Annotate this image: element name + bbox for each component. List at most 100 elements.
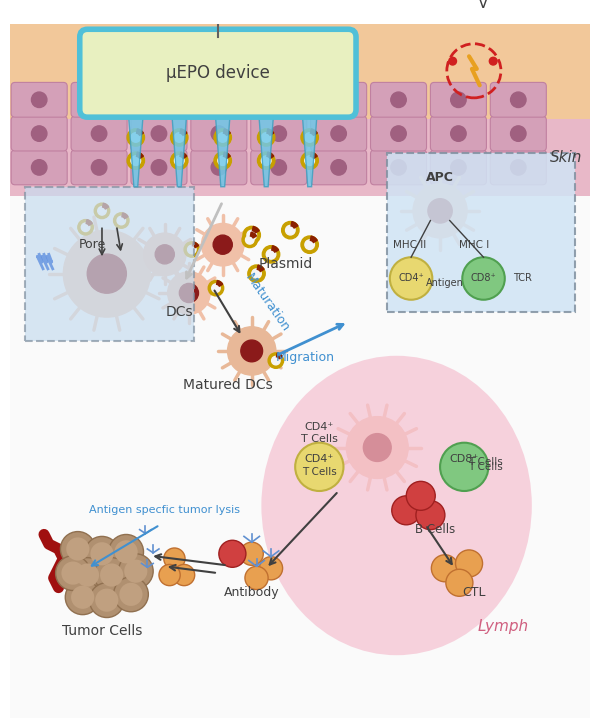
Wedge shape <box>267 129 274 135</box>
Circle shape <box>406 481 435 510</box>
Circle shape <box>78 220 93 235</box>
Circle shape <box>259 556 283 580</box>
Circle shape <box>247 230 256 240</box>
Circle shape <box>179 284 199 302</box>
Circle shape <box>252 269 262 279</box>
Circle shape <box>455 550 482 577</box>
Circle shape <box>213 235 232 254</box>
Circle shape <box>113 213 129 228</box>
Circle shape <box>173 564 195 586</box>
Text: Plasmid: Plasmid <box>259 257 313 271</box>
FancyBboxPatch shape <box>430 116 487 151</box>
Circle shape <box>301 236 319 253</box>
Circle shape <box>175 156 184 165</box>
Circle shape <box>151 159 167 175</box>
Circle shape <box>113 577 148 612</box>
Wedge shape <box>137 129 143 135</box>
Text: Matured DCs: Matured DCs <box>182 378 272 392</box>
Circle shape <box>490 57 497 65</box>
Circle shape <box>331 159 346 175</box>
Circle shape <box>271 92 286 108</box>
Circle shape <box>266 250 276 259</box>
Circle shape <box>262 156 271 165</box>
FancyBboxPatch shape <box>387 153 575 312</box>
Circle shape <box>346 416 408 478</box>
Circle shape <box>248 265 265 282</box>
FancyBboxPatch shape <box>191 83 247 117</box>
Circle shape <box>31 92 47 108</box>
Circle shape <box>511 92 526 108</box>
Circle shape <box>451 126 466 141</box>
Wedge shape <box>122 213 128 218</box>
Wedge shape <box>277 353 283 359</box>
Wedge shape <box>193 242 199 248</box>
Wedge shape <box>272 246 278 252</box>
Text: T Cells: T Cells <box>468 462 503 472</box>
Circle shape <box>218 133 227 142</box>
Wedge shape <box>137 152 143 159</box>
Circle shape <box>428 199 452 223</box>
Text: Lymph: Lymph <box>477 619 529 634</box>
Circle shape <box>124 559 148 583</box>
FancyBboxPatch shape <box>11 116 67 151</box>
Circle shape <box>119 583 143 606</box>
Circle shape <box>31 126 47 141</box>
FancyBboxPatch shape <box>371 83 427 117</box>
Circle shape <box>127 152 145 169</box>
Circle shape <box>188 246 196 253</box>
Circle shape <box>170 152 188 169</box>
FancyBboxPatch shape <box>131 116 187 151</box>
Circle shape <box>131 133 140 142</box>
Circle shape <box>272 356 280 365</box>
Text: MHC II: MHC II <box>392 240 426 250</box>
Text: Tumor Cells: Tumor Cells <box>62 624 142 638</box>
Circle shape <box>364 434 391 462</box>
Circle shape <box>155 245 175 264</box>
FancyBboxPatch shape <box>490 83 547 117</box>
Circle shape <box>219 540 246 567</box>
Text: Antigen specfic tumor lysis: Antigen specfic tumor lysis <box>89 505 240 516</box>
FancyBboxPatch shape <box>490 116 547 151</box>
Wedge shape <box>257 265 264 271</box>
Polygon shape <box>302 109 317 187</box>
Circle shape <box>64 230 150 317</box>
Circle shape <box>91 126 107 141</box>
Circle shape <box>89 583 124 617</box>
Circle shape <box>202 223 244 266</box>
Circle shape <box>212 284 220 292</box>
FancyBboxPatch shape <box>191 150 247 185</box>
Circle shape <box>100 564 123 587</box>
FancyBboxPatch shape <box>371 150 427 185</box>
FancyBboxPatch shape <box>430 83 487 117</box>
Circle shape <box>115 540 138 564</box>
Circle shape <box>281 221 299 239</box>
Text: Skin: Skin <box>550 150 582 165</box>
Circle shape <box>151 126 167 141</box>
Circle shape <box>208 281 224 296</box>
Text: CD8⁺: CD8⁺ <box>470 274 496 284</box>
Text: B Cells: B Cells <box>415 523 455 536</box>
Text: Maturation: Maturation <box>242 271 292 334</box>
Circle shape <box>240 542 263 565</box>
Circle shape <box>56 556 91 590</box>
FancyBboxPatch shape <box>251 116 307 151</box>
FancyBboxPatch shape <box>10 119 590 197</box>
Circle shape <box>331 126 346 141</box>
FancyBboxPatch shape <box>131 83 187 117</box>
Circle shape <box>268 353 284 368</box>
Text: T Cells: T Cells <box>468 457 503 467</box>
FancyBboxPatch shape <box>11 83 67 117</box>
Wedge shape <box>250 232 256 238</box>
Circle shape <box>61 531 95 567</box>
Circle shape <box>94 558 129 592</box>
Circle shape <box>31 159 47 175</box>
Circle shape <box>61 561 85 584</box>
Wedge shape <box>223 129 230 135</box>
Circle shape <box>211 126 227 141</box>
Circle shape <box>271 159 286 175</box>
Circle shape <box>243 226 260 243</box>
Circle shape <box>85 536 119 572</box>
FancyBboxPatch shape <box>371 116 427 151</box>
Wedge shape <box>310 236 317 243</box>
Circle shape <box>218 156 227 165</box>
